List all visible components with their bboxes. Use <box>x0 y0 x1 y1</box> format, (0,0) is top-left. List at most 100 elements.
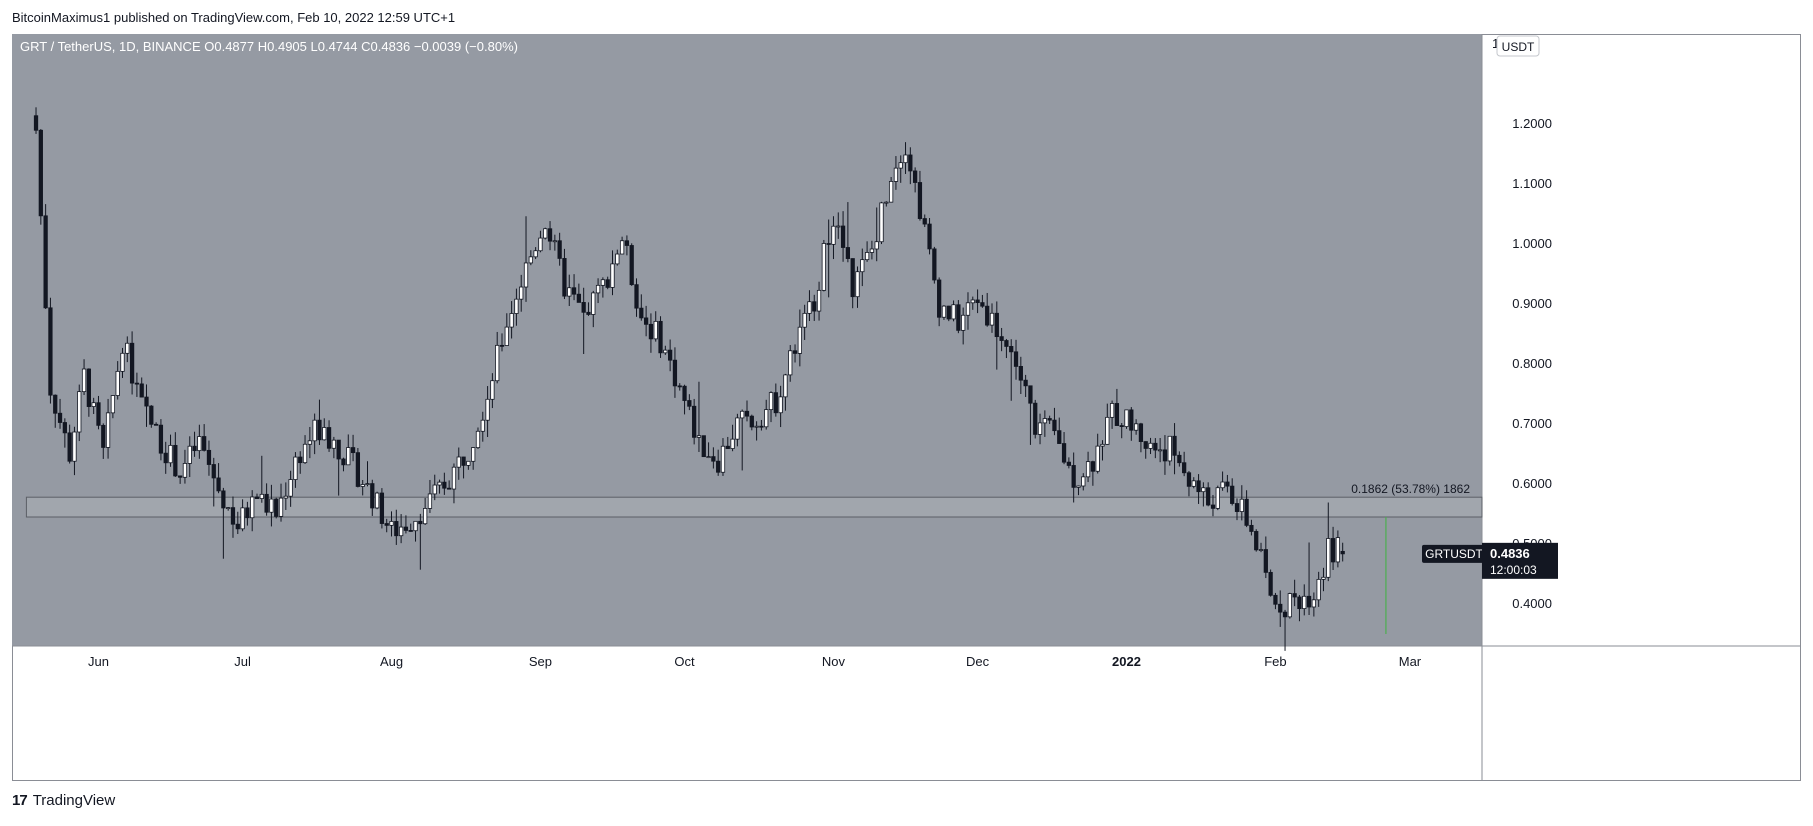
candle-body[interactable] <box>653 320 658 340</box>
candle-body[interactable] <box>461 456 466 466</box>
candle-body[interactable] <box>81 368 87 393</box>
candle-body[interactable] <box>812 301 817 312</box>
candle-body[interactable] <box>576 293 581 303</box>
candle-body[interactable] <box>456 456 461 468</box>
candle-body[interactable] <box>1037 422 1043 435</box>
candle-body[interactable] <box>91 402 96 407</box>
candle-body[interactable] <box>1306 595 1312 608</box>
candle-body[interactable] <box>418 520 423 525</box>
candle-body[interactable] <box>740 410 745 419</box>
candle-body[interactable] <box>855 271 860 298</box>
candle-body[interactable] <box>447 487 452 490</box>
candle-body[interactable] <box>1109 403 1115 418</box>
candle-body[interactable] <box>778 396 783 414</box>
candle-body[interactable] <box>101 424 106 448</box>
candle-body[interactable] <box>490 380 495 400</box>
candle-body[interactable] <box>711 456 716 462</box>
candle-body[interactable] <box>927 223 932 250</box>
candle-body[interactable] <box>634 284 639 309</box>
candle-body[interactable] <box>139 383 144 398</box>
candle-body[interactable] <box>571 287 577 295</box>
candle-body[interactable] <box>1172 435 1177 456</box>
price-chart[interactable]: 0.1862 (53.78%) 1862 1.2000 1.1000 1.0000 0.… <box>12 34 1801 781</box>
candle-body[interactable] <box>864 252 870 261</box>
candle-body[interactable] <box>639 307 644 319</box>
candle-body[interactable] <box>178 475 183 478</box>
candle-body[interactable] <box>187 445 192 464</box>
candle-body[interactable] <box>192 445 197 452</box>
candle-body[interactable] <box>432 484 437 495</box>
candle-body[interactable] <box>519 286 524 300</box>
candle-body[interactable] <box>922 218 927 225</box>
candle-body[interactable] <box>773 392 778 414</box>
candle-body[interactable] <box>67 432 72 462</box>
candle-body[interactable] <box>235 523 240 530</box>
candle-body[interactable] <box>153 423 159 426</box>
candle-body[interactable] <box>994 312 999 338</box>
candle-body[interactable] <box>317 419 322 441</box>
candle-body[interactable] <box>1119 425 1124 428</box>
candle-body[interactable] <box>917 182 923 219</box>
candle-body[interactable] <box>788 350 793 376</box>
candle-body[interactable] <box>1105 416 1110 445</box>
candle-body[interactable] <box>206 449 212 465</box>
candle-body[interactable] <box>701 435 706 458</box>
candle-body[interactable] <box>86 368 91 407</box>
candle-body[interactable] <box>1182 462 1187 474</box>
candle-body[interactable] <box>898 162 903 169</box>
candle-body[interactable] <box>941 305 947 318</box>
candle-body[interactable] <box>355 452 361 487</box>
candle-body[interactable] <box>1287 593 1292 618</box>
candle-body[interactable] <box>716 460 721 473</box>
candle-body[interactable] <box>480 419 485 432</box>
candle-body[interactable] <box>845 247 851 259</box>
candle-body[interactable] <box>403 526 409 531</box>
candle-body[interactable] <box>312 419 317 442</box>
candle-body[interactable] <box>370 483 375 509</box>
candle-body[interactable] <box>408 530 413 532</box>
candle-body[interactable] <box>1100 443 1105 447</box>
candle-body[interactable] <box>1033 402 1038 435</box>
candle-body[interactable] <box>937 279 942 318</box>
candle-body[interactable] <box>202 436 207 451</box>
candle-body[interactable] <box>423 508 428 525</box>
candle-body[interactable] <box>1129 409 1134 431</box>
candle-body[interactable] <box>274 498 279 517</box>
candle-body[interactable] <box>307 440 312 445</box>
candle-body[interactable] <box>591 292 596 315</box>
candle-body[interactable] <box>1066 461 1071 466</box>
candle-body[interactable] <box>1023 379 1028 387</box>
candle-body[interactable] <box>1234 503 1240 512</box>
candle-body[interactable] <box>586 311 591 315</box>
candle-body[interactable] <box>619 240 625 255</box>
candle-body[interactable] <box>1148 442 1153 449</box>
candle-body[interactable] <box>240 507 245 530</box>
candle-body[interactable] <box>485 398 490 421</box>
candle-body[interactable] <box>802 312 807 328</box>
candle-body[interactable] <box>259 493 264 499</box>
candle-body[interactable] <box>1124 409 1129 428</box>
candle-body[interactable] <box>62 422 67 434</box>
candle-body[interactable] <box>610 263 615 288</box>
candle-body[interactable] <box>1297 596 1302 610</box>
candle-body[interactable] <box>1114 403 1120 426</box>
candle-body[interactable] <box>326 427 332 449</box>
candle-body[interactable] <box>33 115 39 131</box>
candle-body[interactable] <box>869 248 875 253</box>
candle-body[interactable] <box>158 424 164 454</box>
candle-body[interactable] <box>427 493 433 509</box>
candle-body[interactable] <box>1239 498 1244 512</box>
candle-body[interactable] <box>932 248 937 281</box>
candle-body[interactable] <box>879 202 884 243</box>
candle-body[interactable] <box>1215 487 1220 509</box>
candle-body[interactable] <box>1321 576 1326 580</box>
candle-body[interactable] <box>768 392 774 411</box>
candle-body[interactable] <box>1206 487 1211 506</box>
candle-body[interactable] <box>129 342 135 384</box>
candle-body[interactable] <box>1230 485 1235 504</box>
candle-body[interactable] <box>269 498 274 513</box>
candle-body[interactable] <box>533 250 538 258</box>
candle-body[interactable] <box>495 344 500 382</box>
candle-body[interactable] <box>682 385 687 401</box>
candle-body[interactable] <box>1018 366 1023 381</box>
